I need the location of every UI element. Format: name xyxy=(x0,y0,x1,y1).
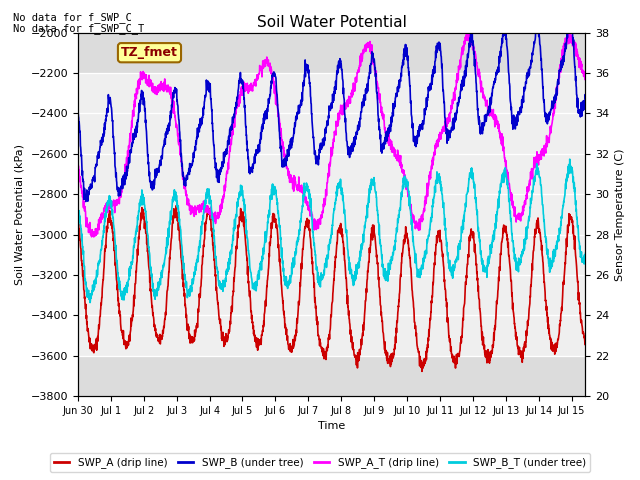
Text: No data for f_SWP_C_T: No data for f_SWP_C_T xyxy=(13,23,144,34)
Bar xyxy=(78,73,586,356)
Text: TZ_fmet: TZ_fmet xyxy=(121,46,178,59)
Text: No data for f_SWP_C: No data for f_SWP_C xyxy=(13,12,132,23)
Legend: SWP_A (drip line), SWP_B (under tree), SWP_A_T (drip line), SWP_B_T (under tree): SWP_A (drip line), SWP_B (under tree), S… xyxy=(49,453,591,472)
Title: Soil Water Potential: Soil Water Potential xyxy=(257,15,406,30)
Y-axis label: Sensor Temperature (C): Sensor Temperature (C) xyxy=(615,148,625,281)
Y-axis label: Soil Water Potential (kPa): Soil Water Potential (kPa) xyxy=(15,144,25,285)
X-axis label: Time: Time xyxy=(318,421,346,432)
